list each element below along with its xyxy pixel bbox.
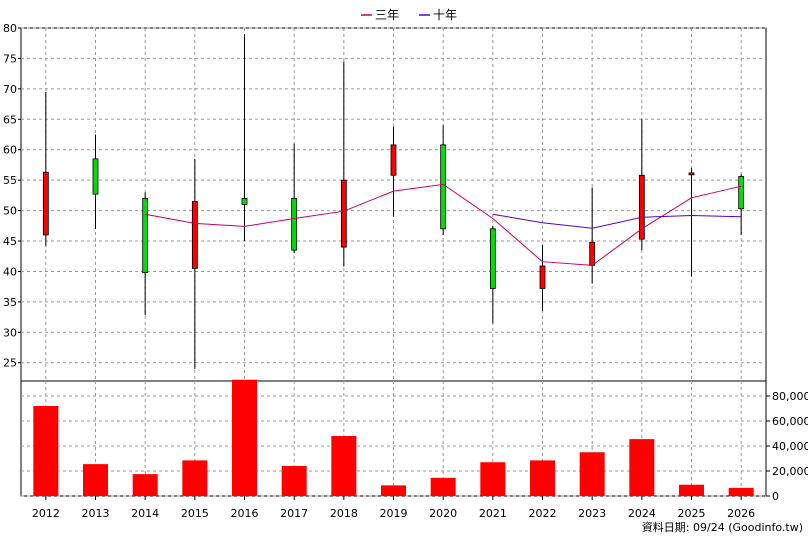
xtick-label: 2020: [429, 507, 457, 520]
xtick-label: 2016: [231, 507, 259, 520]
volume-ytick-label: 80,000: [772, 390, 808, 403]
candle-body: [291, 198, 298, 251]
volume-bar: [83, 464, 108, 496]
volume-bar: [430, 477, 456, 496]
legend-label: 十年: [433, 8, 457, 22]
volume-ytick-label: 20,000: [772, 465, 808, 478]
volume-bar: [629, 439, 655, 496]
volume-bar: [281, 466, 307, 496]
candle-body: [589, 241, 596, 266]
candle-body: [92, 158, 99, 195]
xtick-label: 2022: [529, 507, 557, 520]
price-ytick-label: 75: [3, 52, 17, 65]
chart-legend: 三年 十年: [361, 8, 457, 22]
volume-ytick-label: 0: [772, 490, 779, 503]
xtick-label: 2015: [181, 507, 209, 520]
candle-body: [42, 171, 49, 236]
candle-body: [191, 201, 198, 269]
series-line-3y: [145, 183, 742, 266]
volume-bar: [331, 436, 357, 496]
price-ytick-label: 35: [3, 296, 17, 309]
xtick-label: 2024: [628, 507, 656, 520]
candle-body: [440, 144, 447, 230]
volume-ytick-label: 40,000: [772, 440, 808, 453]
volume-bar: [381, 485, 406, 496]
candle-body: [489, 228, 496, 289]
candle-body: [738, 176, 745, 210]
xtick-label: 2017: [280, 507, 308, 520]
source-note: 資料日期: 09/24 (Goodinfo.tw): [642, 520, 803, 534]
volume-bar: [679, 484, 704, 496]
price-ytick-label: 50: [3, 205, 17, 218]
volume-bar: [232, 379, 257, 496]
volume-ytick-label: 60,000: [772, 415, 808, 428]
volume-bar: [33, 406, 59, 496]
price-ytick-label: 55: [3, 174, 17, 187]
price-ytick-label: 65: [3, 113, 17, 126]
xtick-label: 2025: [678, 507, 706, 520]
price-ytick-label: 25: [3, 357, 17, 370]
candle-body: [539, 265, 546, 289]
price-ytick-label: 40: [3, 265, 17, 278]
xtick-label: 2014: [131, 507, 159, 520]
legend-label: 三年: [375, 8, 399, 22]
x-axis: 2012 2013 2014 2015 2016 2017 2018 2019 2020 2021…: [32, 496, 755, 520]
price-ytick-label: 45: [3, 235, 17, 248]
xtick-label: 2023: [578, 507, 606, 520]
xtick-label: 2019: [380, 507, 408, 520]
xtick-label: 2018: [330, 507, 358, 520]
price-panel: 25 30 35 40 45 50 55 60 65 70 75 80: [3, 22, 767, 382]
xtick-label: 2021: [479, 507, 507, 520]
volume-bar: [182, 460, 208, 496]
volume-bar: [480, 462, 506, 496]
price-ytick-label: 30: [3, 326, 17, 339]
volume-bar: [579, 452, 605, 496]
volume-bar: [728, 487, 754, 496]
candle-body: [241, 198, 248, 205]
candle-body: [638, 174, 645, 240]
candle-body: [390, 144, 397, 176]
candle-body: [688, 172, 695, 176]
volume-bar: [132, 474, 158, 496]
series-line-10y: [492, 213, 742, 229]
candle-body: [340, 179, 347, 248]
volume-bar: [530, 460, 555, 496]
xtick-label: 2026: [727, 507, 755, 520]
price-ytick-label: 70: [3, 83, 17, 96]
xtick-label: 2013: [82, 507, 110, 520]
volume-panel: 0 20,000 40,000 60,000 80,000: [20, 379, 808, 503]
candle-body: [142, 198, 149, 274]
price-ytick-label: 80: [3, 22, 17, 35]
price-ytick-label: 60: [3, 144, 17, 157]
xtick-label: 2012: [32, 507, 60, 520]
